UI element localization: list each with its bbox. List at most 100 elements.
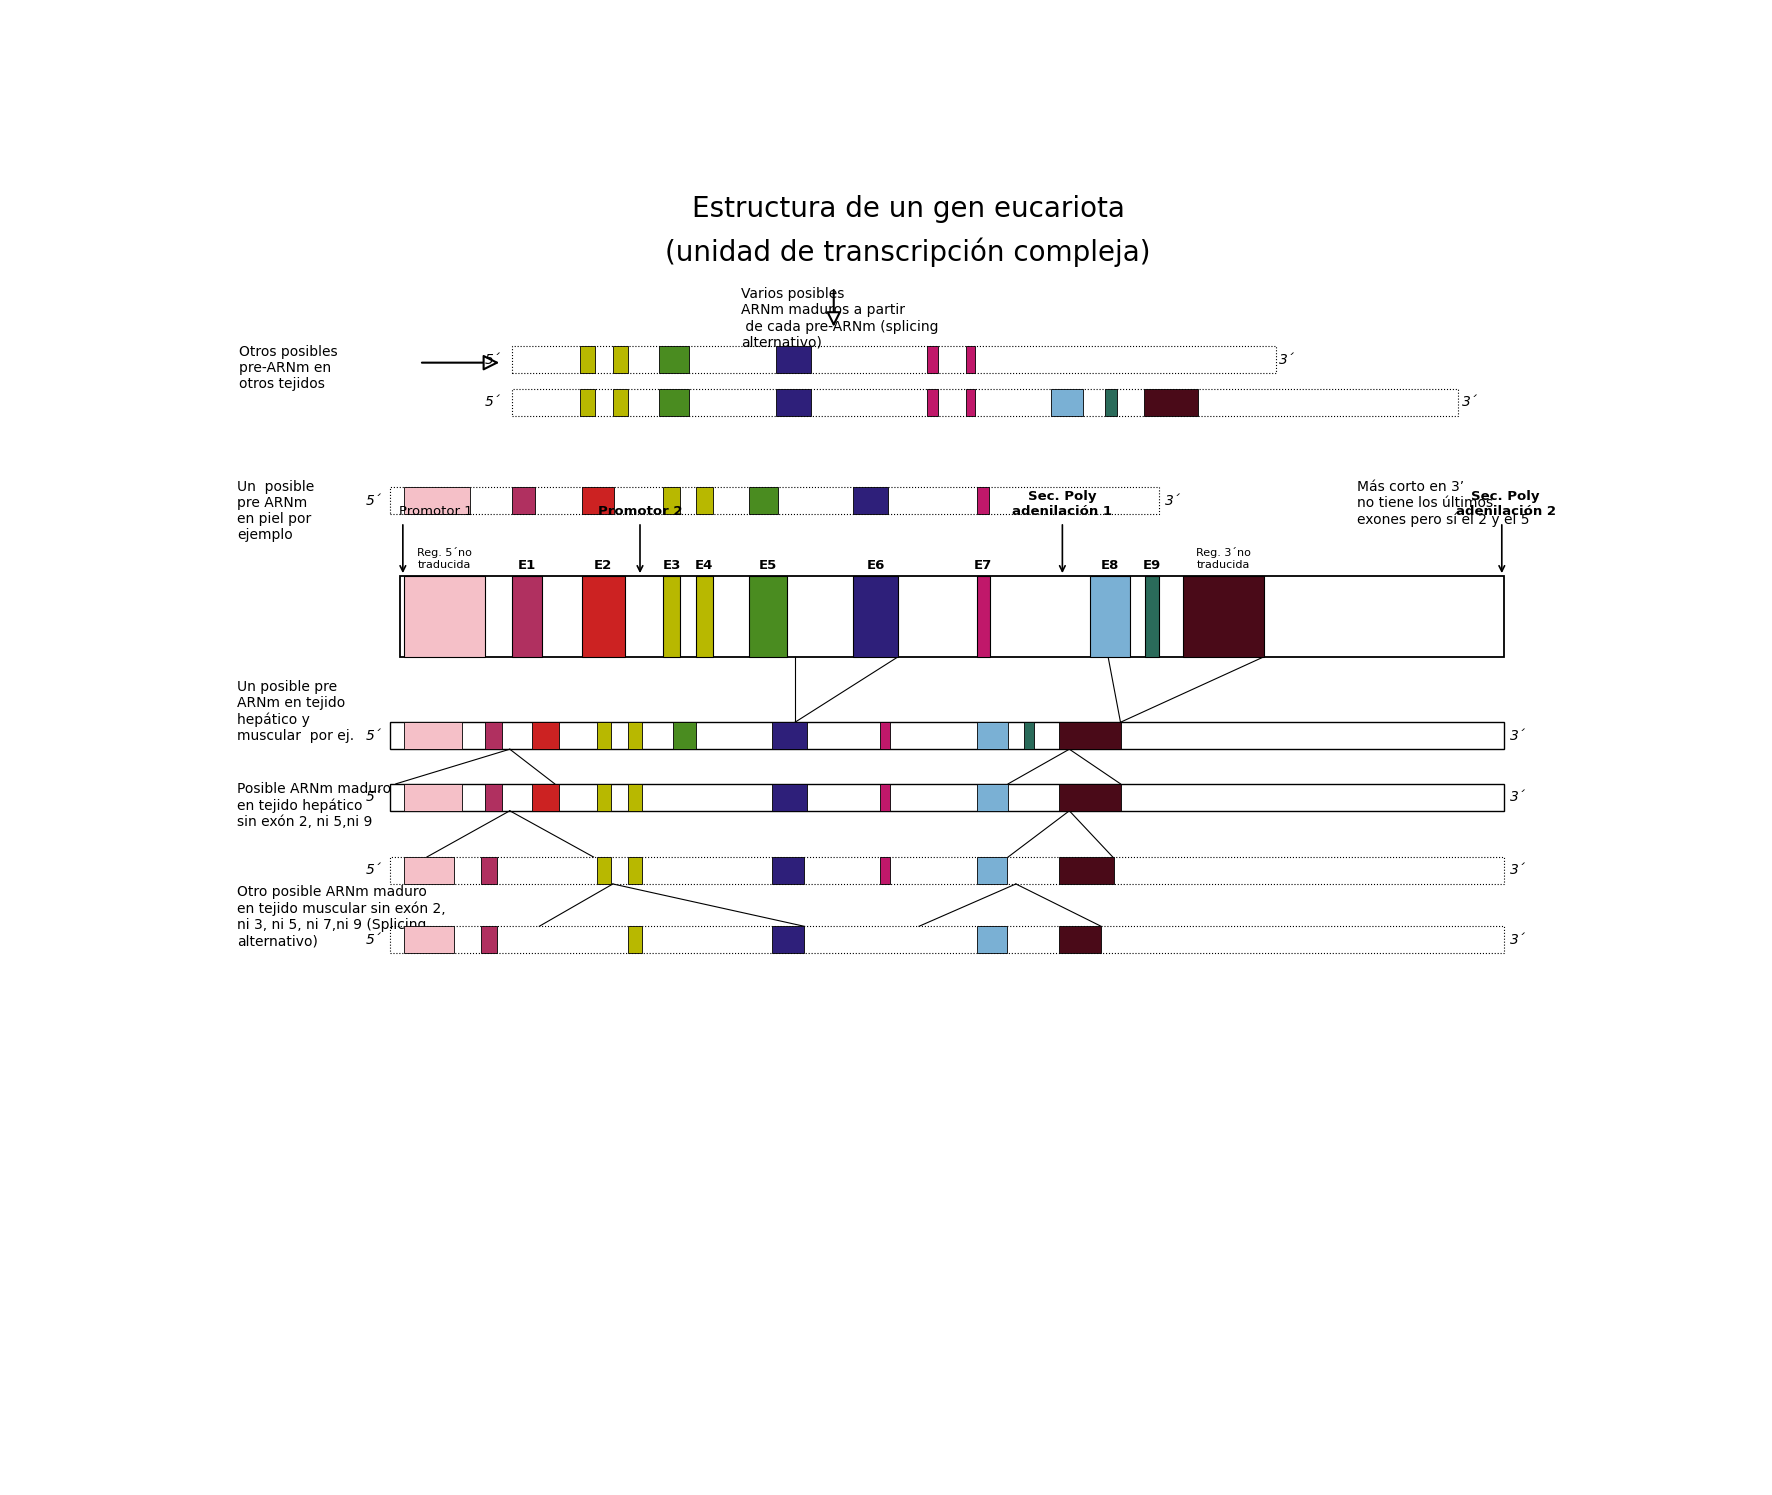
Text: E9: E9 (1143, 559, 1161, 573)
Bar (976, 487, 989, 514)
Bar (976, 783, 1008, 810)
Bar (597, 783, 611, 810)
Bar (852, 487, 888, 514)
Text: 5´: 5´ (484, 353, 500, 366)
Bar (927, 389, 939, 416)
Bar (482, 857, 496, 884)
Bar (881, 783, 890, 810)
Bar (579, 389, 595, 416)
Text: (unidad de transcripción compleja): (unidad de transcripción compleja) (666, 238, 1150, 266)
Bar (390, 487, 1159, 514)
Bar (390, 927, 1504, 954)
Text: Estructura de un gen eucariota: Estructura de un gen eucariota (691, 194, 1125, 223)
Bar (1024, 722, 1035, 749)
Bar (773, 857, 804, 884)
Bar (976, 857, 1006, 884)
Bar (597, 857, 611, 884)
Text: Un  posible
pre ARNm
en piel por
ejemplo: Un posible pre ARNm en piel por ejemplo (237, 480, 314, 543)
Bar (1058, 927, 1100, 954)
Text: 3´: 3´ (1279, 353, 1295, 366)
Text: Sec. Poly
adenilación 1: Sec. Poly adenilación 1 (1012, 490, 1113, 519)
Bar (773, 927, 804, 954)
Text: Otros posibles
pre-ARNm en
otros tejidos: Otros posibles pre-ARNm en otros tejidos (239, 345, 337, 392)
Bar (1058, 783, 1120, 810)
Bar (1058, 722, 1120, 749)
Bar (629, 927, 641, 954)
Bar (1182, 576, 1263, 656)
Bar (927, 347, 939, 374)
Bar (532, 783, 558, 810)
Text: Un posible pre
ARNm en tejido
hepático y
muscular  por ej.: Un posible pre ARNm en tejido hepático y… (237, 680, 354, 743)
Bar (696, 576, 712, 656)
Bar (696, 487, 712, 514)
Bar (773, 722, 806, 749)
Bar (748, 576, 787, 656)
Text: E3: E3 (663, 559, 680, 573)
Bar (404, 857, 454, 884)
Text: 3´: 3´ (1510, 864, 1526, 878)
Text: 3´: 3´ (1166, 493, 1182, 508)
Bar (663, 576, 680, 656)
Bar (629, 783, 641, 810)
Text: Varios posibles
ARNm maduros a partir
 de cada pre-ARNm (splicing
alternativo): Varios posibles ARNm maduros a partir de… (741, 287, 937, 350)
Bar (400, 576, 1504, 656)
Bar (512, 389, 1458, 416)
Bar (579, 347, 595, 374)
Bar (881, 857, 890, 884)
Text: 5´: 5´ (365, 933, 381, 946)
Text: E2: E2 (594, 559, 613, 573)
Text: 5´: 5´ (365, 864, 381, 878)
Text: E4: E4 (695, 559, 714, 573)
Bar (512, 576, 542, 656)
Bar (532, 722, 558, 749)
Bar (390, 722, 1504, 749)
Text: E1: E1 (517, 559, 535, 573)
Bar (881, 722, 890, 749)
Bar (597, 722, 611, 749)
Text: Otro posible ARNm maduro
en tejido muscular sin exón 2,
ni 3, ni 5, ni 7,ni 9 (S: Otro posible ARNm maduro en tejido muscu… (237, 885, 445, 949)
Text: 5´: 5´ (484, 395, 500, 410)
Text: Sec. Poly
adenilación 2: Sec. Poly adenilación 2 (1455, 490, 1556, 519)
Bar (486, 783, 501, 810)
Bar (663, 487, 680, 514)
Text: E8: E8 (1100, 559, 1118, 573)
Text: 3´: 3´ (1510, 933, 1526, 946)
Bar (581, 576, 624, 656)
Bar (773, 783, 806, 810)
Bar (1145, 576, 1159, 656)
Text: 3´: 3´ (1510, 791, 1526, 804)
Bar (1051, 389, 1083, 416)
Bar (512, 487, 535, 514)
Bar (613, 347, 629, 374)
Text: Reg. 5´no
traducida: Reg. 5´no traducida (416, 547, 471, 570)
Text: Más corto en 3’
no tiene los últimos
exones pero sí el 2 y el 5: Más corto en 3’ no tiene los últimos exo… (1357, 480, 1529, 526)
Bar (404, 927, 454, 954)
Bar (1143, 389, 1198, 416)
Bar (581, 487, 615, 514)
Bar (976, 927, 1006, 954)
Text: 3´: 3´ (1510, 728, 1526, 743)
Bar (1106, 389, 1116, 416)
Text: Promotor 1: Promotor 1 (399, 505, 473, 519)
Bar (390, 783, 1504, 810)
Bar (976, 576, 989, 656)
Bar (404, 722, 462, 749)
Bar (486, 722, 501, 749)
Bar (404, 783, 462, 810)
Bar (613, 389, 629, 416)
Bar (390, 857, 1504, 884)
Bar (659, 389, 689, 416)
Bar (776, 347, 810, 374)
Bar (659, 347, 689, 374)
Text: Posible ARNm maduro
en tejido hepático
sin exón 2, ni 5,ni 9: Posible ARNm maduro en tejido hepático s… (237, 782, 392, 830)
Bar (966, 389, 975, 416)
Bar (976, 722, 1008, 749)
Bar (629, 722, 641, 749)
Bar (673, 722, 696, 749)
Bar (776, 389, 810, 416)
Text: E7: E7 (975, 559, 992, 573)
Text: Reg. 3´no
traducida: Reg. 3´no traducida (1196, 547, 1251, 570)
Text: Promotor 2: Promotor 2 (597, 505, 682, 519)
Bar (1090, 576, 1131, 656)
Bar (852, 576, 898, 656)
